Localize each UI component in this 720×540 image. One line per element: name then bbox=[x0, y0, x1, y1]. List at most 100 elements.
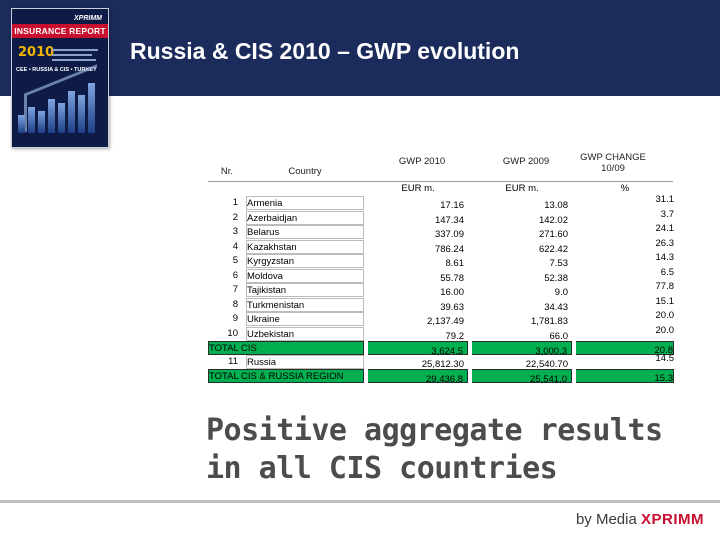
row-nr: 1 bbox=[232, 197, 238, 208]
row-nr: 9 bbox=[232, 313, 238, 324]
total-cis-change: 20.8 bbox=[576, 341, 674, 356]
unit-change: % bbox=[620, 183, 630, 194]
row-change: 20.0 bbox=[655, 324, 675, 336]
russia-change: 14.5 bbox=[655, 353, 675, 364]
unit-gwp2009: EUR m. bbox=[505, 183, 539, 194]
row-gwp2009: 1,781.83 bbox=[531, 316, 568, 327]
page-title: Russia & CIS 2010 – GWP evolution bbox=[130, 38, 520, 64]
row-nr: 7 bbox=[232, 284, 238, 295]
footer-brand: XPRIMM bbox=[641, 511, 704, 528]
row-change: 6.5 bbox=[660, 266, 674, 278]
row-gwp2010: 2,137.49 bbox=[427, 316, 464, 327]
key-message-line1: Positive aggregate results bbox=[206, 413, 663, 448]
total-cis-label: TOTAL CIS bbox=[208, 341, 364, 355]
row-country: Moldova bbox=[246, 268, 364, 283]
header-gwp2009: GWP 2009 bbox=[502, 156, 550, 167]
russia-row: 11 Russia 25,812.30 22,540.70 14.5 bbox=[208, 353, 675, 370]
row-country: Kyrgyzstan bbox=[246, 254, 364, 268]
total-cis-row: TOTAL CIS 3,624.5 3,000.3 20.8 bbox=[208, 341, 674, 357]
header-change: GWP CHANGE 10/09 bbox=[580, 152, 646, 174]
footer-divider bbox=[0, 500, 720, 503]
row-change: 20.0 bbox=[655, 310, 675, 321]
row-country: Kazakhstan bbox=[246, 239, 364, 254]
header-nr: Nr. bbox=[220, 166, 234, 177]
row-gwp2010: 17.16 bbox=[440, 200, 464, 211]
cover-brand: XPRIMM bbox=[74, 15, 102, 22]
total-region-change: 15.3 bbox=[576, 369, 674, 384]
total-region-gwp2009: 25,541.0 bbox=[472, 369, 572, 385]
row-gwp2010: 39.63 bbox=[440, 301, 464, 313]
row-gwp2010: 16.00 bbox=[440, 287, 464, 298]
russia-gwp2010: 25,812.30 bbox=[421, 359, 464, 370]
cover-year: 2010 bbox=[18, 45, 55, 60]
row-gwp2009: 142.02 bbox=[538, 214, 568, 226]
footer-credit: by Media XPRIMM bbox=[576, 511, 704, 528]
total-region-row: TOTAL CIS & RUSSIA REGION 29,436.8 25,54… bbox=[208, 369, 674, 385]
row-country: Azerbaidjan bbox=[246, 210, 364, 225]
row-gwp2010: 8.61 bbox=[445, 258, 465, 269]
row-country: Belarus bbox=[246, 225, 364, 239]
row-country: Uzbekistan bbox=[246, 326, 364, 341]
row-nr: 2 bbox=[232, 211, 238, 223]
row-gwp2010: 55.78 bbox=[440, 272, 464, 284]
table-row: 8 Turkmenistan 39.63 34.43 15.1 bbox=[208, 295, 675, 313]
row-nr: 10 bbox=[227, 327, 238, 339]
row-change: 3.7 bbox=[660, 208, 674, 220]
row-gwp2009: 622.42 bbox=[538, 243, 568, 255]
table-row: 5 Kyrgyzstan 8.61 7.53 14.3 bbox=[208, 252, 675, 269]
row-change: 77.8 bbox=[655, 281, 675, 292]
row-gwp2010: 786.24 bbox=[434, 243, 464, 255]
total-region-label: TOTAL CIS & RUSSIA REGION bbox=[208, 369, 364, 383]
row-gwp2010: 147.34 bbox=[434, 214, 464, 226]
cover-line bbox=[52, 54, 92, 56]
row-country: Armenia bbox=[246, 196, 364, 210]
cover-line bbox=[52, 49, 98, 51]
row-country: Tajikistan bbox=[246, 283, 364, 297]
key-message: Positive aggregate results in all CIS co… bbox=[206, 412, 663, 488]
table-row: 1 Armenia 17.16 13.08 31.1 bbox=[208, 194, 675, 211]
row-nr: 3 bbox=[232, 226, 238, 237]
header-country: Country bbox=[288, 166, 322, 177]
row-change: 15.1 bbox=[655, 295, 675, 307]
total-cis-gwp2009: 3,000.3 bbox=[472, 341, 572, 357]
total-cis-gwp2010: 3,624.5 bbox=[368, 341, 468, 357]
table-row: 6 Moldova 55.78 52.38 6.5 bbox=[208, 266, 674, 284]
table-row: 2 Azerbaidjan 147.34 142.02 3.7 bbox=[208, 208, 674, 226]
row-change: 26.3 bbox=[655, 237, 675, 249]
row-change: 24.1 bbox=[655, 223, 675, 234]
russia-gwp2009: 22,540.70 bbox=[525, 359, 568, 370]
row-nr: 4 bbox=[232, 240, 238, 252]
row-country: Ukraine bbox=[246, 312, 364, 326]
key-message-line2: in all CIS countries bbox=[206, 451, 558, 486]
row-change: 31.1 bbox=[655, 194, 675, 205]
row-gwp2009: 7.53 bbox=[549, 258, 569, 269]
header-divider bbox=[208, 181, 673, 182]
header-gwp2010: GWP 2010 bbox=[398, 156, 446, 167]
row-gwp2010: 337.09 bbox=[434, 229, 464, 240]
row-gwp2009: 52.38 bbox=[544, 272, 568, 284]
row-gwp2009: 66.0 bbox=[549, 330, 569, 342]
units-row: EUR m. EUR m. % bbox=[208, 182, 673, 196]
row-gwp2009: 9.0 bbox=[554, 287, 568, 298]
row-nr: 8 bbox=[232, 298, 238, 310]
table-row: 7 Tajikistan 16.00 9.0 77.8 bbox=[208, 281, 675, 298]
unit-gwp2010: EUR m. bbox=[401, 183, 435, 194]
header-bar: XPRIMM INSURANCE REPORT 2010 CEE • RUSSI… bbox=[0, 0, 720, 148]
row-gwp2010: 79.2 bbox=[445, 330, 465, 342]
row-nr: 5 bbox=[232, 255, 238, 266]
row-gwp2009: 34.43 bbox=[544, 301, 568, 313]
russia-country: Russia bbox=[246, 355, 364, 369]
cover-region: CEE • RUSSIA & CIS • TURKEY bbox=[16, 67, 97, 73]
row-gwp2009: 271.60 bbox=[538, 229, 568, 240]
table-row: 10 Uzbekistan 79.2 66.0 20.0 bbox=[208, 324, 675, 342]
table-row: 4 Kazakhstan 786.24 622.42 26.3 bbox=[208, 237, 675, 255]
russia-nr: 11 bbox=[228, 356, 238, 367]
footer-by: by Media bbox=[575, 511, 637, 528]
cover-line bbox=[52, 59, 96, 61]
table-row: 9 Ukraine 2,137.49 1,781.83 20.0 bbox=[208, 310, 675, 327]
row-change: 14.3 bbox=[655, 252, 675, 263]
cover-bars-graphic bbox=[16, 77, 104, 133]
row-nr: 6 bbox=[232, 269, 238, 281]
report-cover-image: XPRIMM INSURANCE REPORT 2010 CEE • RUSSI… bbox=[11, 8, 109, 148]
row-gwp2009: 13.08 bbox=[544, 200, 568, 211]
